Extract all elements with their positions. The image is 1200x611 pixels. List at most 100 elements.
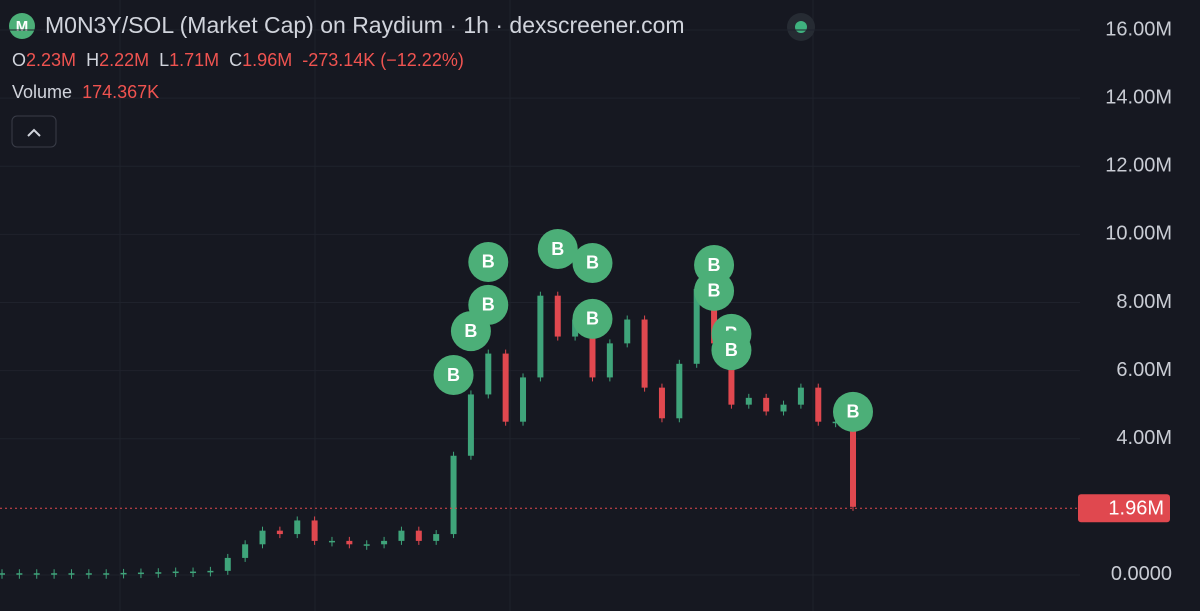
candle [172, 571, 179, 574]
buy-marker-label: B [725, 340, 738, 360]
last-price-box [1078, 494, 1170, 523]
buy-marker-label: B [586, 309, 599, 329]
buy-marker-label: B [447, 365, 460, 385]
y-tick-label: 10.00M [1105, 223, 1172, 245]
candle [658, 387, 665, 419]
change: -273.14K (−12.22%) [302, 50, 464, 70]
status-dot [795, 21, 807, 33]
chart-title: M0N3Y/SOL (Market Cap) on Raydium · 1h ·… [45, 12, 685, 38]
ohlc-value: 2.23M [26, 50, 77, 70]
candle [224, 557, 231, 571]
candle [797, 387, 804, 405]
candle [554, 295, 561, 337]
buy-marker [537, 229, 578, 270]
ohlc-key: O [12, 50, 27, 70]
ohlc-value: 1.71M [169, 50, 220, 70]
volume-value: 174.367K [82, 82, 160, 102]
candle [242, 544, 249, 558]
volume-key: Volume [12, 82, 73, 102]
buy-marker-label: B [586, 253, 599, 273]
candle [276, 530, 283, 535]
buy-marker-label: B [551, 239, 564, 259]
buy-marker [572, 242, 613, 283]
candle [676, 363, 683, 419]
candle [745, 397, 752, 405]
candle [381, 540, 388, 545]
buy-marker [572, 298, 613, 339]
candle [520, 377, 527, 422]
y-tick-label: 14.00M [1105, 86, 1172, 108]
candle [311, 520, 318, 541]
buy-marker-label: B [482, 295, 495, 315]
buy-marker-label: B [708, 281, 721, 301]
candle [294, 520, 301, 535]
candle [850, 421, 856, 507]
ohlc-value: 1.96M [242, 50, 293, 70]
candle [103, 573, 110, 575]
buy-marker [433, 355, 474, 396]
buy-marker [711, 330, 752, 371]
candle [328, 540, 335, 543]
y-tick-label: 6.00M [1116, 359, 1172, 381]
candle [120, 572, 127, 575]
candle [450, 455, 457, 535]
volume-legend: Volume 174.367K [12, 82, 159, 103]
ohlc-key: H [86, 50, 100, 70]
buy-marker-label: B [708, 255, 721, 275]
ohlc-value: 2.22M [99, 50, 150, 70]
candle [207, 570, 214, 573]
candle [363, 544, 370, 546]
y-tick-label: 16.00M [1105, 18, 1172, 40]
candle [606, 343, 613, 378]
candle [51, 573, 58, 575]
candle [16, 573, 23, 575]
candle [398, 530, 405, 541]
collapse-icon [27, 128, 41, 137]
buy-marker [468, 284, 509, 325]
candle [433, 534, 440, 541]
buy-marker [833, 391, 873, 432]
candle [85, 573, 92, 575]
candle [589, 319, 596, 378]
candle [693, 288, 700, 364]
candle [259, 530, 266, 545]
candle [763, 397, 770, 412]
logo-text: M [16, 18, 29, 35]
candle [155, 572, 162, 574]
buy-marker [694, 270, 735, 311]
candle [711, 288, 718, 344]
buy-marker [468, 241, 509, 282]
candle [415, 530, 422, 541]
buy-marker-label: B [464, 321, 477, 341]
buy-marker-label: B [847, 402, 860, 422]
candle [641, 319, 648, 388]
candle [68, 573, 75, 575]
y-tick-label: 4.00M [1116, 427, 1172, 449]
last-price-label: 1.96M [1108, 497, 1164, 519]
ohlc-legend: O2.23M H2.22M L1.71M C1.96M -273.14K (−1… [12, 50, 464, 71]
candle [346, 540, 353, 545]
candle [467, 394, 474, 456]
candle [832, 421, 839, 424]
candle [502, 353, 509, 422]
y-tick-label: 0.0000 [1111, 563, 1172, 585]
candle [190, 571, 197, 574]
candle [624, 319, 631, 344]
y-tick-label: 12.00M [1105, 155, 1172, 177]
y-tick-label: 8.00M [1116, 291, 1172, 313]
candle [33, 573, 40, 575]
candle [485, 353, 492, 395]
logo [9, 13, 35, 39]
ohlc-key: C [229, 50, 243, 70]
buy-marker-label: B [482, 252, 495, 272]
collapse-button[interactable] [11, 115, 57, 148]
candle [728, 343, 735, 405]
ohlc-key: L [159, 50, 170, 70]
candle [0, 573, 5, 575]
candle [537, 295, 544, 378]
candle [815, 387, 822, 422]
candle [780, 404, 787, 412]
candle [137, 572, 144, 575]
